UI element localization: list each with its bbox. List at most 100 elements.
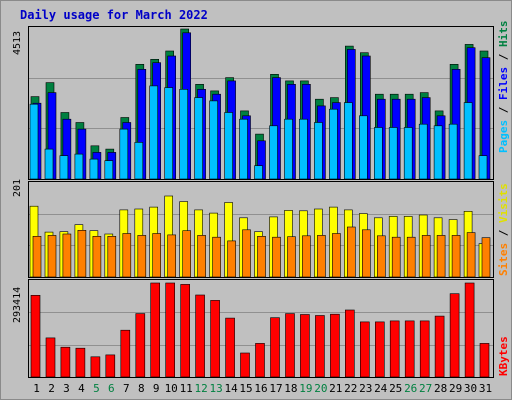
legend-middle: Sites / Visits bbox=[497, 183, 510, 276]
grid-lines bbox=[29, 78, 493, 346]
x-tick-day-23: 23 bbox=[359, 382, 372, 395]
x-tick-day-26: 26 bbox=[404, 382, 417, 395]
bar-sites-day-17 bbox=[272, 236, 281, 278]
bar-sites-day-3 bbox=[62, 233, 72, 278]
bar-sites-day-9 bbox=[152, 233, 161, 278]
x-tick-day-28: 28 bbox=[434, 382, 447, 395]
bar-kbytes-day-10 bbox=[165, 282, 175, 378]
bar-kbytes-day-12 bbox=[195, 294, 205, 378]
bar-pages-day-4 bbox=[74, 153, 84, 180]
bar-pages-day-11 bbox=[179, 89, 188, 180]
bar-pages-day-8 bbox=[134, 142, 144, 180]
legend-files: Files bbox=[497, 67, 510, 100]
bar-pages-day-5 bbox=[89, 158, 99, 180]
bar-sites-day-15 bbox=[242, 229, 251, 278]
bar-pages-day-9 bbox=[149, 85, 158, 180]
bar-kbytes-day-14 bbox=[225, 317, 235, 378]
chart-title: Daily usage for March 2022 bbox=[20, 8, 208, 22]
legend-sep-1: / bbox=[497, 100, 510, 120]
bar-kbytes-day-4 bbox=[75, 347, 86, 378]
bar-pages-day-29 bbox=[448, 123, 458, 180]
bar-kbytes-day-9 bbox=[150, 282, 160, 378]
bar-sites-day-18 bbox=[287, 236, 296, 278]
bar-kbytes-day-3 bbox=[60, 346, 71, 378]
bar-sites-day-14 bbox=[227, 240, 236, 278]
bar-kbytes-day-18 bbox=[285, 313, 295, 378]
x-tick-day-12: 12 bbox=[194, 382, 207, 395]
bar-pages-day-24 bbox=[373, 127, 383, 180]
bar-kbytes-day-6 bbox=[105, 354, 116, 378]
x-tick-day-27: 27 bbox=[419, 382, 432, 395]
bar-kbytes-day-15 bbox=[240, 352, 250, 378]
bar-pages-day-23 bbox=[358, 115, 368, 180]
bar-pages-day-21 bbox=[329, 108, 338, 180]
x-tick-day-10: 10 bbox=[165, 382, 178, 395]
bar-sites-day-8 bbox=[137, 235, 147, 278]
x-tick-day-21: 21 bbox=[329, 382, 342, 395]
legend-top: Pages / Files / Hits bbox=[497, 21, 510, 154]
x-tick-day-30: 30 bbox=[464, 382, 477, 395]
bar-sites-day-29 bbox=[451, 235, 461, 278]
bar-pages-day-18 bbox=[284, 118, 293, 180]
bar-pages-day-22 bbox=[343, 102, 353, 180]
bar-kbytes-day-28 bbox=[434, 315, 445, 378]
bar-kbytes-day-13 bbox=[210, 300, 220, 378]
bar-pages-day-16 bbox=[254, 165, 263, 180]
bar-pages-day-10 bbox=[164, 87, 173, 180]
bar-sites-day-10 bbox=[167, 234, 176, 278]
bar-pages-day-15 bbox=[239, 118, 248, 180]
bar-kbytes-day-22 bbox=[344, 309, 355, 378]
x-tick-day-22: 22 bbox=[344, 382, 357, 395]
bar-pages-day-25 bbox=[388, 127, 398, 180]
bar-pages-day-30 bbox=[463, 102, 473, 180]
bar-pages-day-17 bbox=[269, 125, 278, 180]
bar-pages-day-2 bbox=[44, 148, 54, 180]
bar-sites-day-4 bbox=[77, 230, 87, 278]
x-tick-day-15: 15 bbox=[239, 382, 252, 395]
bar-sites-day-21 bbox=[332, 233, 341, 278]
bar-sites-day-19 bbox=[302, 235, 311, 278]
x-tick-day-13: 13 bbox=[209, 382, 222, 395]
bar-sites-day-26 bbox=[406, 236, 416, 278]
bar-sites-day-24 bbox=[376, 235, 386, 278]
legend-hits: Hits bbox=[497, 21, 510, 48]
x-tick-day-25: 25 bbox=[389, 382, 402, 395]
bar-sites-day-25 bbox=[391, 236, 401, 278]
legend-sites: Sites bbox=[497, 243, 510, 276]
bar-kbytes-day-31 bbox=[479, 343, 490, 378]
x-axis-ticks: 1 2 3 4 5 6 7 8 9 10 11 12 13 14 15 16 17 18 19 20 21 22 23 24 2… bbox=[33, 382, 492, 395]
bar-sites-day-22 bbox=[346, 226, 356, 278]
bar-sites-day-7 bbox=[122, 233, 132, 278]
bar-kbytes-day-11 bbox=[180, 284, 190, 378]
bar-kbytes-day-19 bbox=[300, 314, 310, 378]
panel2-max-label: 201 bbox=[12, 179, 23, 197]
x-tick-day-9: 9 bbox=[153, 382, 160, 395]
bar-kbytes-day-8 bbox=[135, 313, 146, 378]
bar-sites-day-6 bbox=[107, 236, 117, 278]
bar-sites-day-5 bbox=[92, 236, 102, 278]
panel1-max-label: 4513 bbox=[12, 31, 23, 55]
x-tick-day-1: 1 bbox=[33, 382, 40, 395]
bar-pages-day-12 bbox=[194, 97, 203, 180]
bar-kbytes-day-5 bbox=[90, 356, 101, 378]
bar-kbytes-day-20 bbox=[315, 315, 325, 378]
bar-kbytes-day-1 bbox=[30, 294, 41, 378]
bar-kbytes-day-26 bbox=[404, 320, 415, 378]
x-tick-day-31: 31 bbox=[479, 382, 492, 395]
legend-visits: Visits bbox=[497, 183, 510, 223]
bar-kbytes-day-17 bbox=[270, 317, 280, 378]
bar-sites-day-13 bbox=[212, 236, 221, 278]
bar-kbytes-day-25 bbox=[389, 320, 400, 378]
bar-sites-day-1 bbox=[32, 236, 42, 278]
bar-kbytes-day-29 bbox=[449, 293, 460, 378]
bar-pages-day-6 bbox=[104, 160, 114, 180]
bar-sites-day-2 bbox=[47, 235, 57, 278]
legend-bottom: KBytes bbox=[497, 336, 510, 376]
x-tick-day-14: 14 bbox=[224, 382, 238, 395]
x-tick-day-5: 5 bbox=[93, 382, 100, 395]
x-tick-day-24: 24 bbox=[374, 382, 388, 395]
bar-pages-day-28 bbox=[433, 125, 443, 180]
bar-kbytes-day-30 bbox=[464, 282, 475, 378]
bar-pages-day-26 bbox=[403, 127, 413, 180]
